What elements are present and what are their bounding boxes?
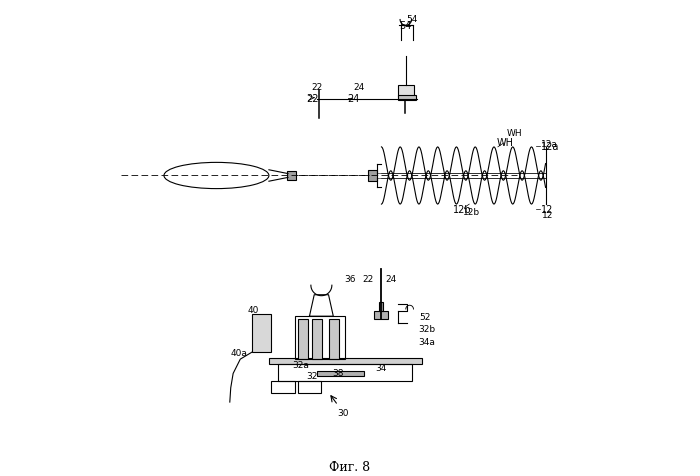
Text: 22: 22 — [363, 274, 374, 283]
Text: WH: WH — [507, 129, 522, 138]
Text: 54: 54 — [400, 21, 412, 31]
Text: 40a: 40a — [231, 349, 248, 357]
Bar — [269, 358, 421, 364]
Text: 22: 22 — [307, 94, 319, 103]
Text: 12b: 12b — [453, 205, 471, 214]
Text: 52: 52 — [419, 312, 430, 321]
Bar — [374, 312, 388, 319]
Text: 12: 12 — [541, 205, 553, 214]
Bar — [328, 319, 339, 359]
Text: WH: WH — [496, 138, 514, 148]
Text: 12a: 12a — [541, 142, 559, 151]
Text: 12a: 12a — [541, 139, 558, 148]
Ellipse shape — [164, 163, 269, 189]
Text: 24: 24 — [386, 274, 397, 283]
Bar — [252, 314, 272, 352]
Bar — [298, 319, 308, 359]
Bar — [287, 171, 295, 181]
Bar — [379, 302, 384, 312]
Text: Фиг. 8: Фиг. 8 — [330, 460, 370, 473]
Bar — [398, 96, 416, 101]
Bar — [368, 170, 377, 182]
Bar — [312, 319, 322, 359]
Text: 22: 22 — [311, 83, 322, 91]
Text: 54: 54 — [406, 15, 417, 23]
Text: 40: 40 — [247, 305, 259, 314]
Text: 24: 24 — [353, 83, 364, 91]
Text: 34: 34 — [375, 363, 386, 372]
Text: 38: 38 — [332, 368, 344, 377]
Text: 24: 24 — [348, 94, 360, 103]
Text: 34a: 34a — [419, 337, 435, 346]
Text: 12: 12 — [542, 211, 553, 219]
Bar — [295, 317, 345, 359]
Bar — [298, 381, 321, 393]
Bar — [316, 371, 364, 376]
Text: 32a: 32a — [292, 361, 309, 369]
Bar — [272, 381, 295, 393]
Bar — [279, 364, 412, 381]
Text: 30: 30 — [337, 408, 349, 416]
Bar — [398, 86, 414, 98]
Text: 12b: 12b — [463, 208, 480, 216]
Text: 32: 32 — [306, 372, 318, 380]
Text: 32b: 32b — [419, 324, 436, 333]
Text: 36: 36 — [344, 274, 356, 283]
